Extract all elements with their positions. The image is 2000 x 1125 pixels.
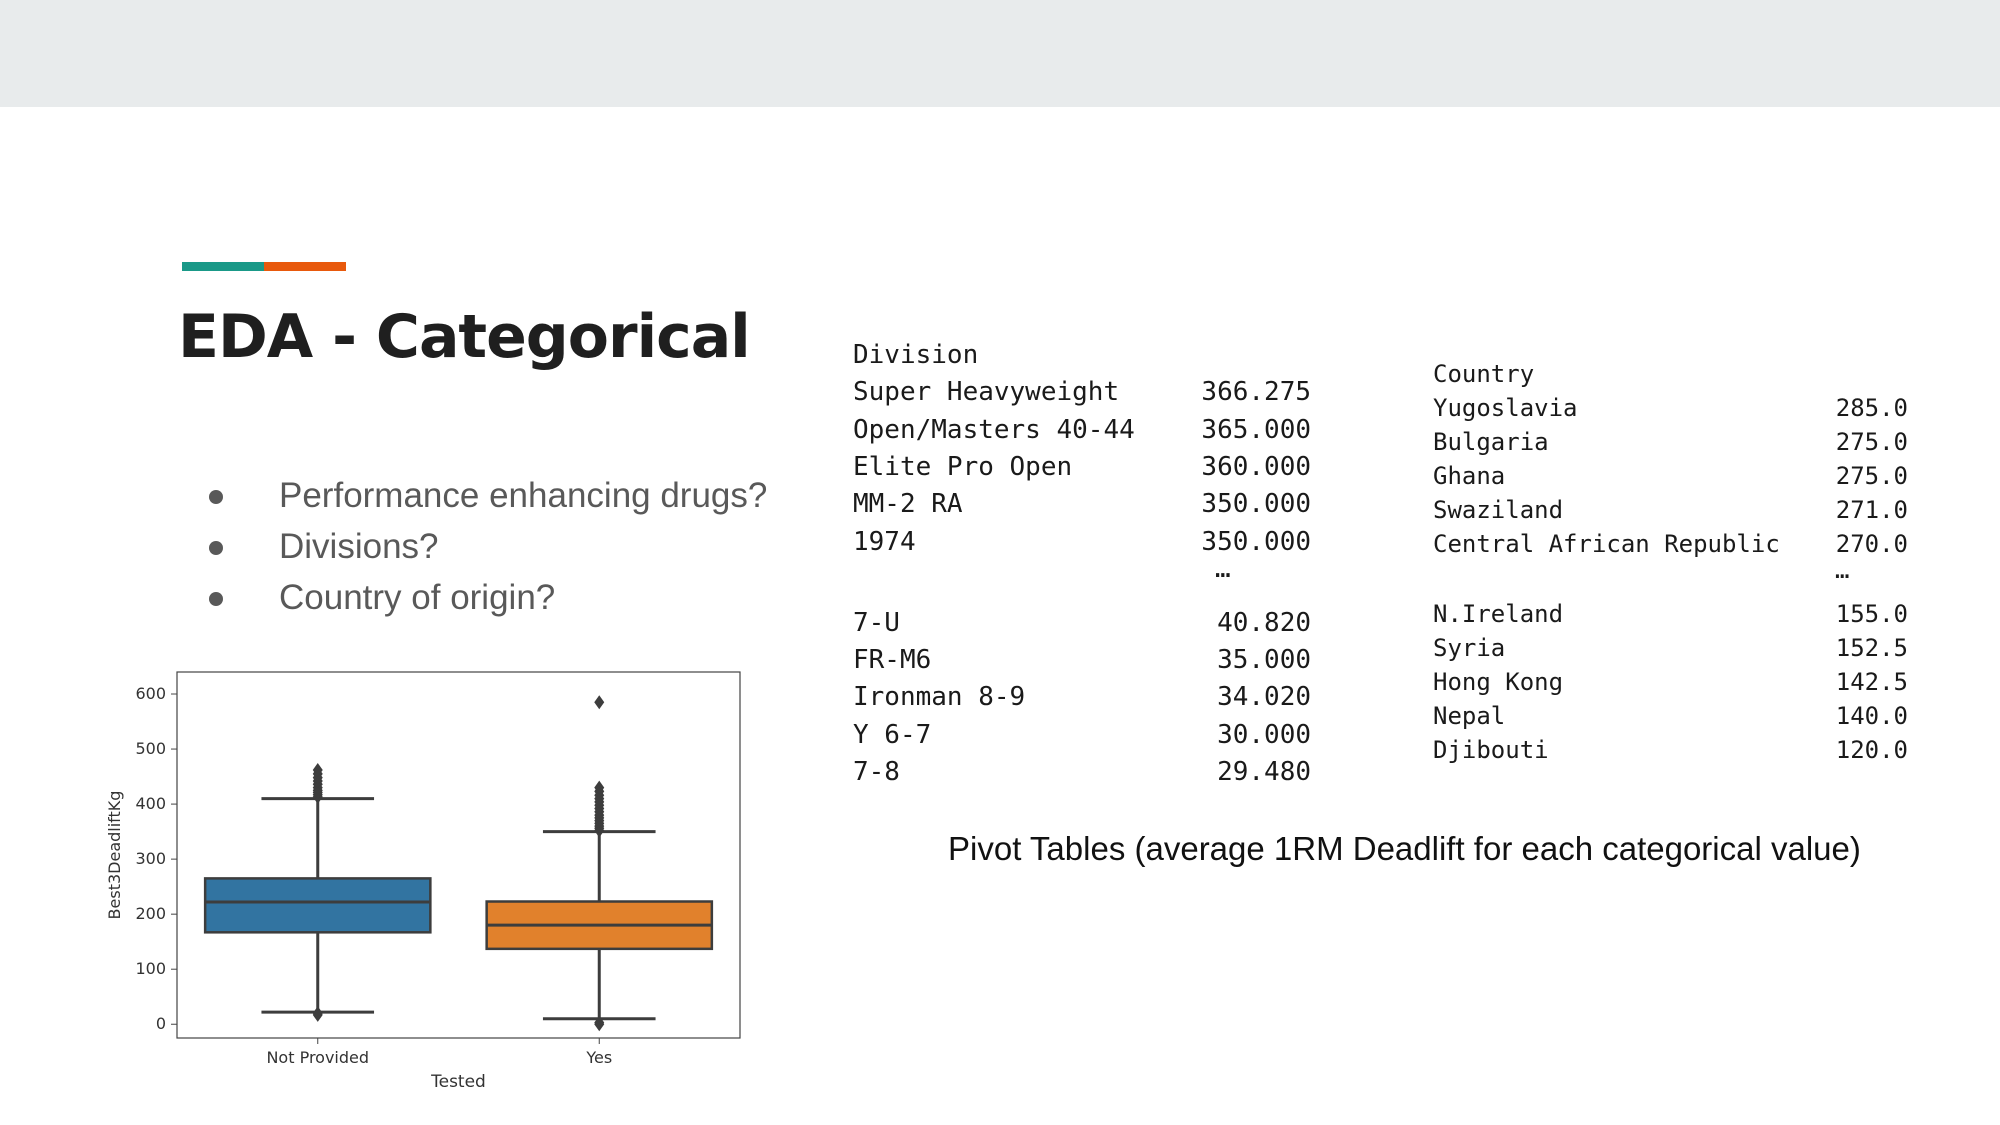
bullet-icon [209,592,223,606]
y-axis-label: Best3DeadliftKg [105,791,124,920]
bullet-icon [209,541,223,555]
table-row-label: FR-M6 [853,645,932,676]
accent-bar-teal [182,262,264,271]
bullet-text: Divisions? [279,527,439,566]
x-tick-label: Not Provided [266,1048,369,1067]
table-row-label: Elite Pro Open [853,451,1073,482]
table-row-value: 155.0 [1835,600,1908,628]
table-row-label: 7-8 [853,757,900,787]
bullet-item: Performance enhancing drugs? [205,470,767,521]
table-row-label: Yugoslavia [1433,394,1578,422]
table-row-label: N.Ireland [1433,600,1564,628]
table-header: Country [1433,360,1535,388]
bullet-item: Country of origin? [205,572,767,623]
table-row-label: Open/Masters 40-44 [853,414,1135,445]
table-row-value: 152.5 [1835,634,1908,662]
table-ellipsis: … [1835,555,1850,584]
table-row-value: 34.020 [1217,682,1311,713]
table-header: Division [853,340,979,370]
outlier-point [594,695,605,710]
table-row-label: Ghana [1433,462,1506,490]
bullet-icon [209,490,223,504]
table-row-value: 142.5 [1835,668,1908,696]
top-band [0,0,2000,107]
table-row-value: 366.275 [1201,377,1311,408]
table-row-label: Super Heavyweight [853,377,1120,408]
table-row-label: Bulgaria [1433,428,1549,456]
table-row-label: Swaziland [1433,496,1564,524]
plot-frame [176,671,741,1039]
pivot-caption: Pivot Tables (average 1RM Deadlift for e… [948,830,1861,867]
y-tick-label: 100 [135,959,166,978]
table-row-label: Y 6-7 [853,719,932,750]
table-row-value: 30.000 [1217,719,1311,750]
x-tick-label: Yes [585,1048,612,1067]
y-tick-label: 400 [135,794,166,813]
outlier-point [594,1015,605,1030]
table-row-value: 275.0 [1835,428,1908,456]
y-tick-label: 300 [135,849,166,868]
table-row-label: Nepal [1433,702,1506,730]
y-tick-label: 500 [135,739,166,758]
table-row-value: 271.0 [1835,496,1908,524]
bullet-text: Performance enhancing drugs? [279,476,768,515]
table-row-value: 360.000 [1201,451,1311,482]
table-row-label: Djibouti [1433,736,1549,764]
table-row-label: MM-2 RA [853,489,963,520]
accent-bar-orange [264,262,346,271]
table-row-value: 40.820 [1217,607,1311,638]
slide-title: EDA - Categorical [178,302,751,372]
bullet-text: Country of origin? [279,578,556,617]
table-row-value: 120.0 [1835,736,1908,764]
table-row-value: 29.480 [1217,757,1311,787]
table-row-value: 350.000 [1201,526,1311,557]
box-iqr [203,877,432,934]
table-row-label: 1974 [853,526,916,557]
bullet-item: Divisions? [205,521,767,572]
table-row-value: 270.0 [1835,530,1908,558]
table-row-label: Central African Republic [1433,530,1780,558]
table-row-value: 365.000 [1201,414,1311,445]
table-row-label: Syria [1433,634,1506,662]
y-tick-label: 200 [135,904,166,923]
table-row-value: 140.0 [1835,702,1908,730]
table-row-label: Ironman 8-9 [853,682,1026,713]
y-tick-label: 0 [156,1014,166,1033]
table-row-value: 275.0 [1835,462,1908,490]
outlier-point [312,1006,323,1021]
table-row-label: 7-U [853,607,900,638]
bullet-list: Performance enhancing drugs? Divisions? … [205,470,767,623]
outlier-point [594,780,605,795]
outlier-point [312,762,323,777]
x-axis-label: Tested [430,1072,486,1092]
y-tick-label: 600 [135,684,166,703]
table-row-value: 35.000 [1217,645,1311,676]
deadlift-boxplot: 0 100 200 300 400 500 600 Not Provided Yes Tested… [105,671,741,1092]
table-row-value: 350.000 [1201,489,1311,520]
table-row-value: 285.0 [1835,394,1908,422]
table-ellipsis: … [1215,554,1231,585]
table-row-label: Hong Kong [1433,668,1564,696]
